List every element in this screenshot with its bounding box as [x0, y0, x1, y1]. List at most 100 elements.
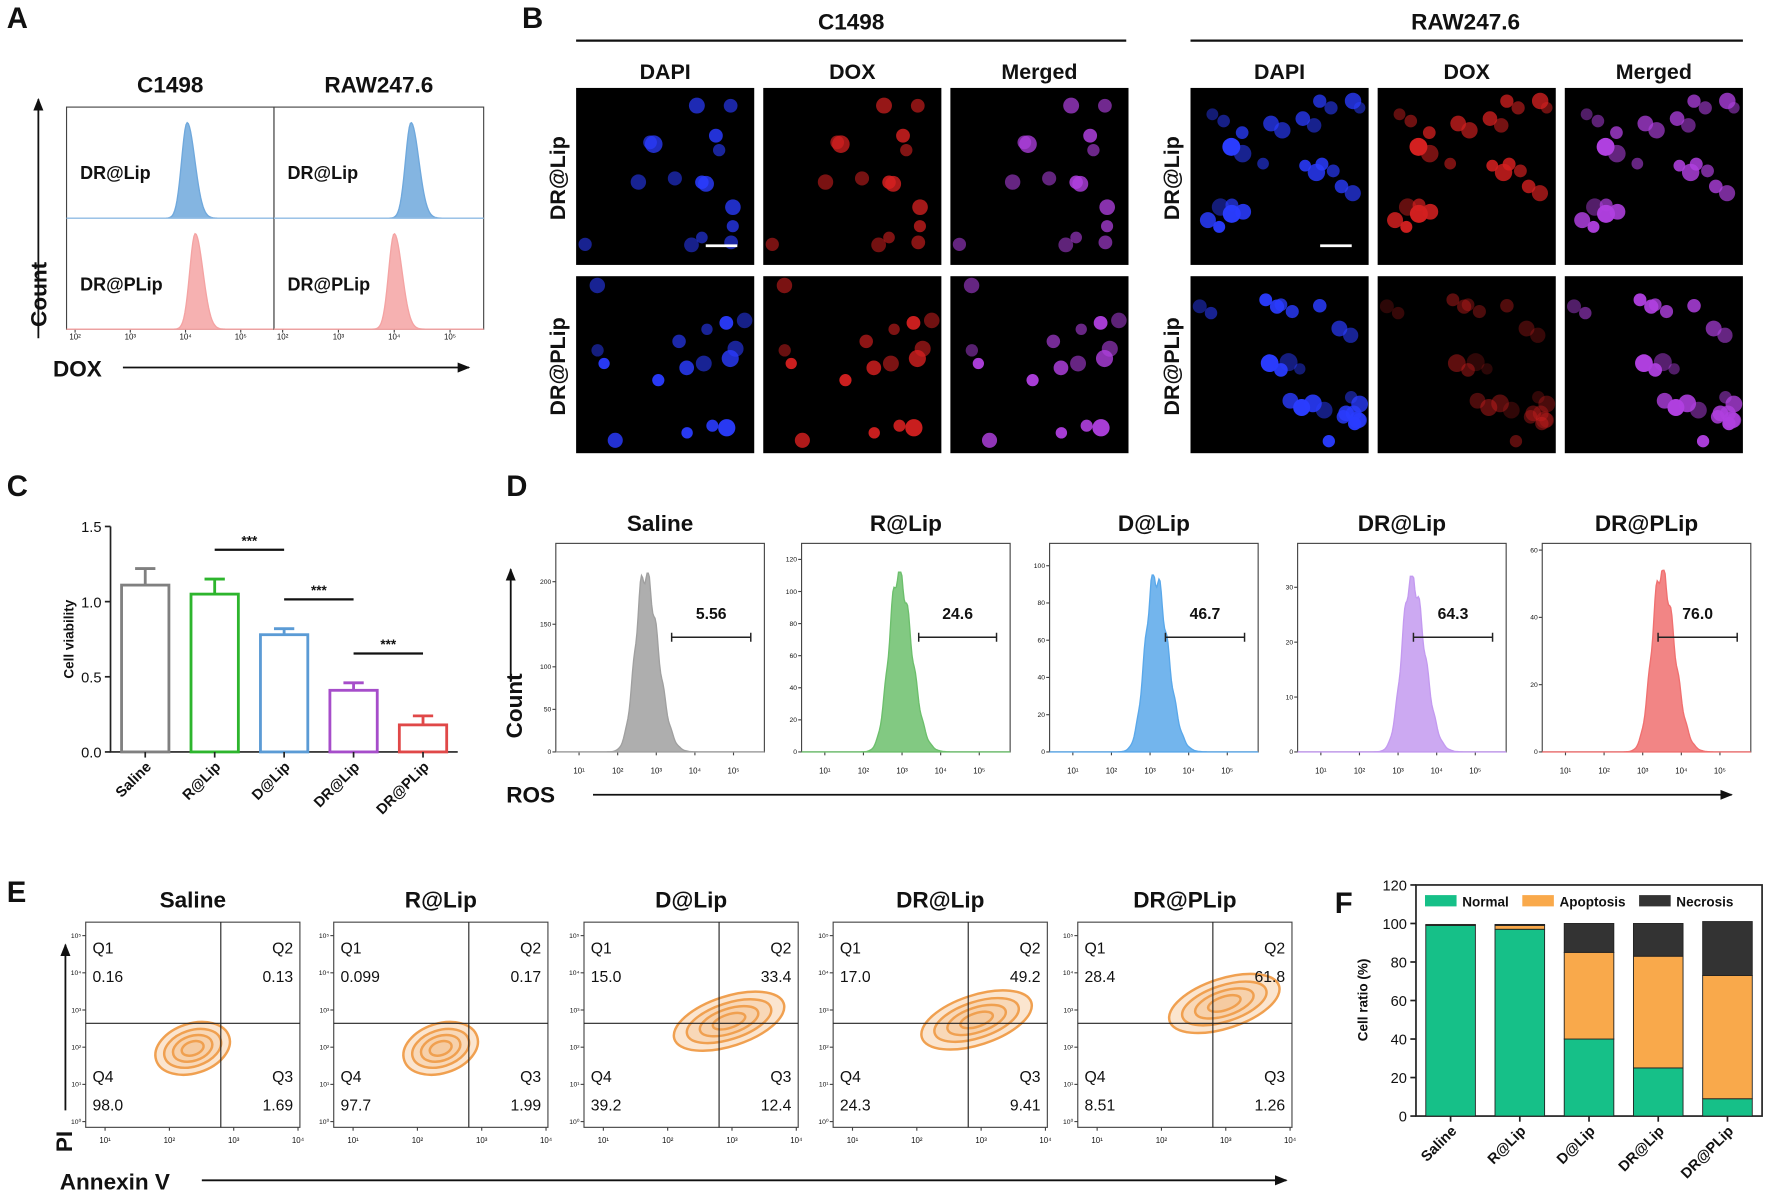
bar-segment [1702, 1098, 1753, 1117]
x-tick-label: 10² [662, 1136, 674, 1145]
x-tick-label: 10¹ [99, 1136, 111, 1145]
cell [1334, 179, 1349, 194]
cell [1313, 94, 1327, 108]
cell [882, 355, 899, 372]
cell [1017, 135, 1032, 150]
quadrant-value: 0.16 [92, 969, 123, 986]
histogram [1049, 574, 1259, 753]
bar-segment [1563, 951, 1615, 1040]
cell [1199, 212, 1216, 229]
density-contour [1180, 980, 1268, 1027]
cell [1420, 144, 1439, 163]
cell [1717, 327, 1733, 343]
y-tick-label: 10³ [71, 1007, 82, 1014]
x-tick-label: 10² [1598, 766, 1610, 775]
panel-title: Saline [627, 511, 693, 536]
y-tick-label: 0 [1289, 749, 1293, 756]
y-tick-label: 20 [1391, 1071, 1407, 1087]
bar-segment [1702, 921, 1753, 976]
bar [120, 583, 171, 754]
y-tick-label: 10² [1064, 1044, 1075, 1051]
micrograph [763, 87, 942, 265]
density-contour [672, 990, 786, 1052]
legend-label: Necrosis [1676, 894, 1733, 909]
quadrant-value: 8.51 [1085, 1097, 1116, 1114]
cell [1521, 179, 1536, 194]
series-label: DR@PLip [80, 274, 163, 294]
cell [1472, 304, 1486, 319]
panel-letter: B [522, 2, 543, 35]
quadrant-name: Q3 [272, 1069, 293, 1086]
y-tick-label: 50 [544, 707, 552, 714]
y-tick-label: 10³ [319, 1007, 330, 1014]
x-tick-label: 10⁴ [1284, 1136, 1296, 1145]
cell [1307, 163, 1326, 182]
cell [1687, 94, 1701, 108]
cell [1591, 114, 1605, 128]
x-tick-label: 10⁴ [179, 332, 191, 341]
quadrant-name: Q2 [1264, 941, 1285, 958]
channel-label: Merged [1616, 60, 1692, 84]
x-tick-label: 10¹ [819, 766, 831, 775]
y-tick-label: 60 [790, 653, 798, 660]
cell [965, 344, 979, 357]
x-tick-label: 10² [277, 332, 289, 341]
gate-value: 24.6 [942, 606, 973, 623]
cell [1518, 320, 1535, 337]
cell [859, 334, 873, 349]
density-contour [180, 1039, 205, 1057]
error-bar [412, 714, 434, 725]
quadrant-value: 1.26 [1255, 1097, 1286, 1114]
x-tick-label: 10³ [1637, 766, 1649, 775]
x-tick-label: 10² [1106, 766, 1118, 775]
cell [725, 199, 741, 215]
cell [1259, 293, 1273, 307]
legend-swatch [1522, 895, 1554, 907]
x-tick-label: 10⁵ [1221, 766, 1233, 775]
x-tick-label: 10² [612, 766, 624, 775]
cell [1192, 299, 1207, 314]
y-tick-label: 10³ [1064, 1007, 1075, 1014]
cell [871, 237, 887, 253]
bar-segment [1702, 975, 1753, 1100]
y-tick-label: 100 [786, 589, 798, 596]
quadrant-value: 98.0 [92, 1097, 123, 1114]
cell [1587, 220, 1600, 233]
cell [1579, 306, 1592, 320]
cell [911, 235, 926, 250]
cell [1567, 299, 1581, 314]
cell [1313, 298, 1327, 313]
cell [1269, 299, 1285, 314]
bar-segment [1632, 1067, 1684, 1117]
cell [1111, 312, 1127, 329]
cell [1480, 399, 1498, 417]
y-tick-label: 40 [1038, 675, 1046, 682]
quadrant-value: 0.099 [340, 969, 380, 986]
cell [1058, 237, 1074, 253]
cell [1648, 122, 1665, 139]
y-tick-label: 10⁴ [319, 970, 330, 977]
panel-title: D@Lip [1118, 511, 1190, 536]
cell [1063, 97, 1080, 114]
quadrant-name: Q1 [340, 941, 361, 958]
row-label: DR@PLip [1160, 317, 1184, 415]
cell [1070, 355, 1087, 372]
quadrant-name: Q4 [591, 1069, 612, 1086]
cell [1400, 220, 1413, 233]
quadrant-name: Q2 [1020, 941, 1041, 958]
cell [1493, 118, 1509, 133]
cell [1532, 405, 1549, 422]
cell [1213, 220, 1226, 233]
cell [1708, 179, 1723, 194]
cell [1412, 198, 1426, 212]
cell [765, 237, 779, 251]
x-tick-label: 10² [412, 1136, 424, 1145]
cell [888, 323, 900, 335]
cell [830, 135, 845, 150]
cell [1042, 171, 1057, 186]
x-tick-label: DR@PLip [1678, 1123, 1737, 1182]
cell [1101, 220, 1114, 233]
cell [1235, 203, 1252, 220]
cell [1503, 401, 1520, 419]
cell [667, 171, 682, 186]
